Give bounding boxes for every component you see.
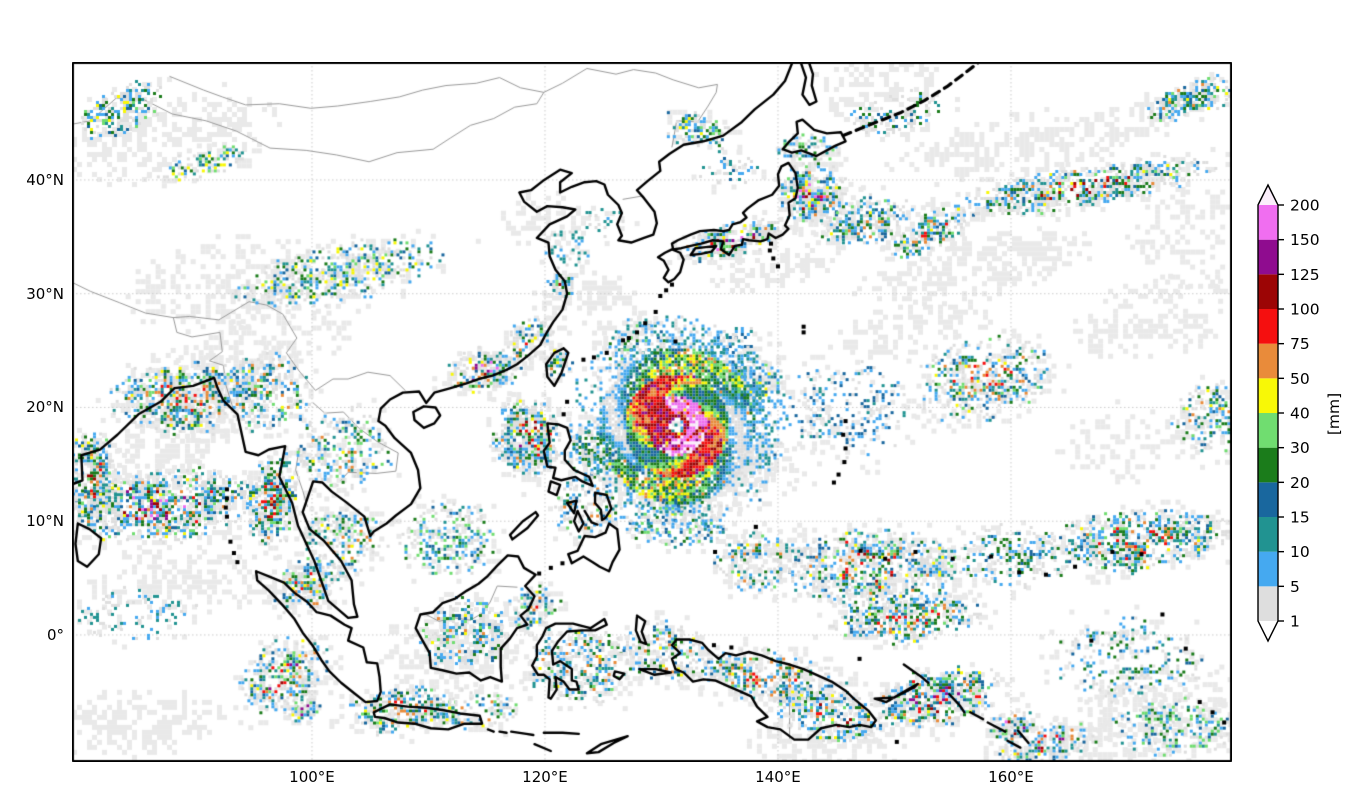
colorbar-segment <box>1258 413 1278 448</box>
colorbar-segment <box>1258 551 1278 587</box>
colorbar-tick-label: 10 <box>1290 543 1310 561</box>
colorbar-units-label: [mm] <box>1325 392 1343 436</box>
colorbar-tick-label: 50 <box>1290 370 1310 388</box>
colorbar-segment <box>1258 482 1278 517</box>
colorbar-segment <box>1258 343 1278 379</box>
colorbar: 1 5 10 15 20 30 40 50 75 100 125 150 200 <box>1250 178 1360 658</box>
colorbar-tick-label: 15 <box>1290 509 1310 527</box>
colorbar-segment <box>1258 239 1278 275</box>
colorbar-tick-label: 200 <box>1290 197 1320 215</box>
colorbar-segment <box>1258 447 1278 483</box>
y-tick-label: 40°N <box>26 170 64 189</box>
colorbar-segment <box>1258 586 1278 621</box>
y-tick-label: 30°N <box>26 284 64 303</box>
y-tick-label: 20°N <box>26 398 64 417</box>
x-tick-label: 120°E <box>522 768 568 786</box>
colorbar-segment <box>1258 378 1278 413</box>
colorbar-tick-label: 125 <box>1290 266 1320 284</box>
colorbar-segment <box>1258 517 1278 552</box>
colorbar-under-arrow <box>1258 621 1278 641</box>
colorbar-tick-label: 100 <box>1290 301 1320 319</box>
x-tick-label: 140°E <box>755 768 801 786</box>
y-tick-label: 0° <box>46 625 64 644</box>
y-tick-label: 10°N <box>26 512 64 531</box>
colorbar-segment <box>1258 274 1278 309</box>
colorbar-tick-label: 1 <box>1290 613 1300 631</box>
colorbar-tick-label: 40 <box>1290 405 1310 423</box>
colorbar-tick-label: 5 <box>1290 578 1300 596</box>
colorbar-tick-label: 30 <box>1290 439 1310 457</box>
x-tick-label: 160°E <box>988 768 1034 786</box>
precipitation-map-canvas <box>72 62 1232 762</box>
colorbar-segment <box>1258 205 1278 240</box>
colorbar-tick-label: 20 <box>1290 474 1310 492</box>
colorbar-tick-label: 75 <box>1290 335 1310 353</box>
colorbar-segment <box>1258 309 1278 344</box>
map-plot-area <box>72 62 1232 762</box>
colorbar-over-arrow <box>1258 185 1278 205</box>
x-tick-label: 100°E <box>289 768 335 786</box>
colorbar-tick-label: 150 <box>1290 231 1320 249</box>
